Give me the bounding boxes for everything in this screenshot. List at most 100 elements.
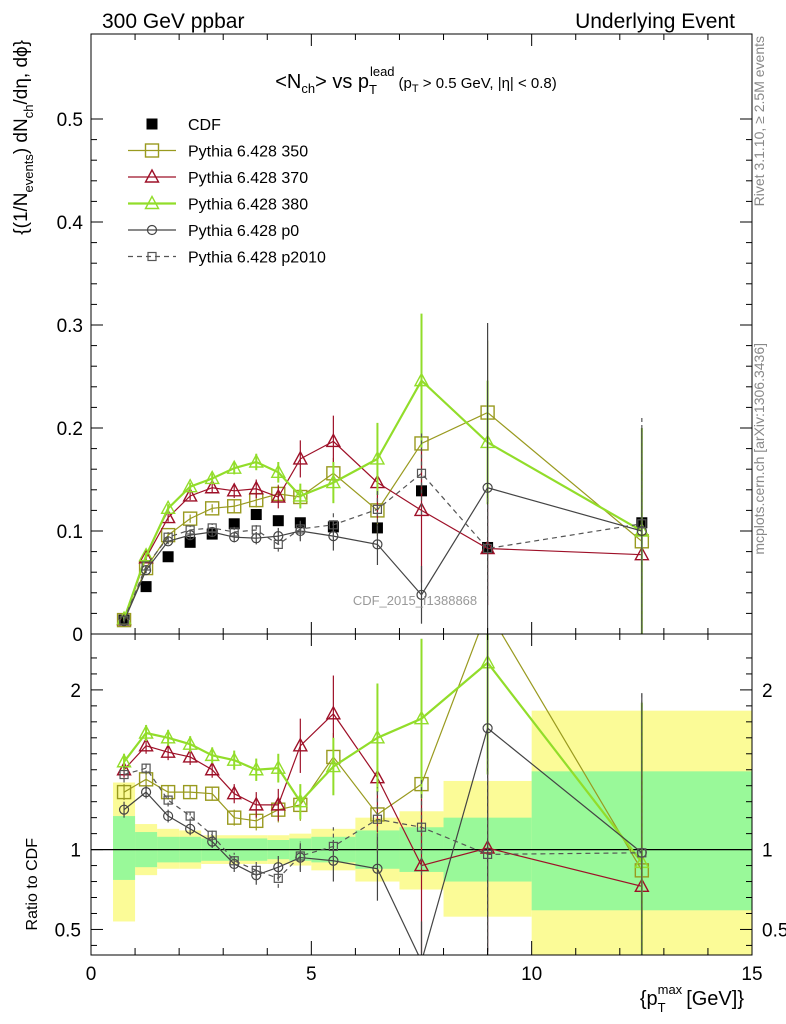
ratio-point-p0: [207, 836, 218, 847]
main-point-p2010: [372, 504, 383, 514]
rivet-version-label: Rivet 3.1.10, ≥ 2.5M events: [751, 36, 767, 206]
main-point-p0: [328, 531, 339, 542]
legend-marker: [144, 195, 160, 210]
y-tick-label: 0.1: [57, 522, 83, 543]
ratio-point-p2010: [119, 769, 129, 780]
main-line-p380: [123, 378, 643, 620]
legend-label: CDF: [188, 117, 221, 134]
main-point-p2010: [251, 525, 261, 535]
main-point-p380: [160, 499, 176, 515]
ratio-point-p0: [163, 810, 174, 822]
ratio-point-p2010: [295, 851, 305, 861]
legend-marker: [146, 224, 158, 236]
main-series-p370: [116, 415, 650, 634]
main-point-p370: [248, 480, 264, 495]
x-tick-label: 10: [521, 964, 542, 985]
y-tick-label: 0.5: [57, 110, 83, 131]
ratio-point-p0: [417, 957, 426, 966]
legend-marker: [146, 118, 158, 130]
main-point-p370: [204, 479, 220, 494]
ratio-point-p2010: [372, 814, 383, 824]
y-tick-label: 0: [72, 625, 83, 646]
main-point-p380: [413, 372, 430, 387]
main-point-p2010: [229, 527, 239, 537]
ratio-point-p380: [413, 710, 430, 725]
main-point-p2010: [416, 468, 427, 478]
ratio-point-p0: [140, 787, 152, 798]
main-point-data: [228, 518, 240, 530]
ratio-point-p380: [325, 758, 342, 773]
main-y-axis: 0 0.1 0.2 0.3 0.4 0.5: [57, 34, 753, 646]
ratio-point-p380: [226, 751, 242, 766]
ratio-point-p380: [182, 735, 198, 750]
legend-item-p370: Pythia 6.428 370: [128, 168, 308, 187]
main-point-p380: [226, 459, 242, 474]
ratio-point-p350: [227, 810, 242, 825]
legend-label: Pythia 6.428 370: [188, 170, 308, 187]
legend-item-p380: Pythia 6.428 380: [128, 195, 308, 214]
main-point-p350: [204, 501, 220, 516]
ratio-point-p2010: [273, 873, 283, 883]
main-point-data: [140, 581, 152, 593]
legend-item-p350: Pythia 6.428 350: [128, 143, 308, 161]
main-point-p380: [270, 463, 286, 478]
main-point-p370: [138, 549, 154, 564]
x-tick-label: 5: [306, 964, 317, 985]
ratio-point-p2010: [229, 856, 239, 866]
ratio-y-tick-label-right: 2: [762, 681, 773, 702]
ratio-point-p2010: [251, 865, 261, 875]
main-point-p370: [325, 432, 342, 448]
ratio-point-p350: [182, 784, 198, 800]
ratio-point-p2010: [185, 811, 195, 821]
main-point-p2010: [207, 523, 217, 533]
main-point-p2010: [119, 615, 129, 625]
ratio-y-tick-label-right: 1: [762, 841, 773, 862]
ratio-point-p2010: [207, 830, 217, 840]
ratio-point-p370: [226, 785, 242, 800]
main-point-data: [272, 515, 284, 527]
main-point-p350: [227, 499, 242, 514]
main-point-p0: [229, 532, 240, 543]
main-line-p350: [123, 411, 643, 621]
x-axis-label: {pTmax [GeV]}: [640, 982, 744, 1015]
ratio-y-tick-label: 0.5: [55, 920, 81, 941]
legend-label: Pythia 6.428 350: [188, 144, 308, 161]
main-point-p2010: [637, 519, 647, 529]
ratio-series-layer: [116, 634, 650, 966]
ratio-point-p0: [185, 823, 196, 834]
main-point-p380: [369, 450, 386, 465]
ratio-axes: 0.5 0.5 1 1 2 2 0 5 10 15: [55, 634, 786, 985]
ratio-panel-frame: [90, 633, 753, 956]
legend-label: Pythia 6.428 p2010: [188, 250, 326, 267]
main-point-p370: [226, 482, 242, 497]
main-point-p2010: [273, 539, 283, 549]
ratio-point-p350: [116, 784, 132, 800]
ratio-point-p380: [292, 793, 308, 808]
ratio-point-p2010: [163, 795, 173, 805]
ratio-point-p2010: [328, 841, 338, 852]
ratio-point-p370: [160, 743, 176, 758]
ratio-point-p2010: [483, 849, 493, 859]
ratio-point-p380: [369, 729, 386, 744]
main-y-axis-label: {(1/Nevents) dNch/dη, dϕ}: [11, 40, 36, 235]
main-point-p380: [182, 478, 198, 493]
ratio-point-p370: [292, 737, 308, 752]
ratio-point-p380: [270, 759, 286, 774]
main-point-p370: [182, 487, 198, 502]
main-title: <Nch> vs pTlead(pT > 0.5 GeV, |η| < 0.8): [275, 64, 557, 97]
y-tick-label: 0.3: [57, 316, 83, 337]
uncertainty-band-inner: [113, 816, 136, 880]
main-point-p2010: [483, 543, 493, 554]
ratio-panel: 0.5 0.5 1 1 2 2 0 5 10 15 Ratio to CDF {pTmax [GeV…: [24, 633, 786, 1015]
ratio-point-p350: [204, 786, 220, 801]
y-tick-label: 0.4: [57, 213, 84, 234]
ratio-point-p370: [138, 737, 154, 752]
ratio-point-p370: [204, 761, 220, 776]
main-point-data: [162, 551, 174, 563]
ratio-point-p370: [182, 748, 198, 763]
legend-label: Pythia 6.428 p0: [188, 223, 299, 240]
ratio-point-p370: [325, 705, 342, 720]
ratio-point-p380: [138, 724, 154, 739]
main-point-p2010: [141, 561, 151, 571]
